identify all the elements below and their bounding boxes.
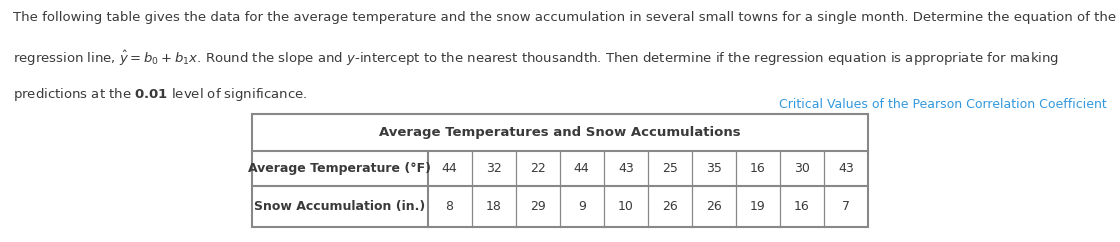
Text: Average Temperatures and Snow Accumulations: Average Temperatures and Snow Accumulati…	[380, 126, 740, 139]
Text: Average Temperature (°F): Average Temperature (°F)	[249, 162, 431, 175]
Text: The following table gives the data for the average temperature and the snow accu: The following table gives the data for t…	[13, 11, 1117, 24]
Text: 26: 26	[662, 200, 678, 213]
Text: 16: 16	[750, 162, 766, 175]
Text: 16: 16	[794, 200, 810, 213]
Text: 30: 30	[794, 162, 810, 175]
Text: 10: 10	[618, 200, 634, 213]
Text: 44: 44	[441, 162, 457, 175]
Text: 26: 26	[706, 200, 721, 213]
FancyBboxPatch shape	[252, 114, 868, 227]
Text: 29: 29	[530, 200, 545, 213]
Text: 43: 43	[618, 162, 634, 175]
Text: Critical Values of the Pearson Correlation Coefficient: Critical Values of the Pearson Correlati…	[778, 98, 1107, 111]
Text: 8: 8	[446, 200, 454, 213]
Text: 9: 9	[578, 200, 586, 213]
Text: 18: 18	[486, 200, 502, 213]
Text: 43: 43	[838, 162, 853, 175]
Text: Snow Accumulation (in.): Snow Accumulation (in.)	[254, 200, 426, 213]
Text: predictions at the $\mathbf{0.01}$ level of significance.: predictions at the $\mathbf{0.01}$ level…	[13, 86, 308, 103]
Text: 19: 19	[750, 200, 766, 213]
Text: 22: 22	[530, 162, 545, 175]
Text: 32: 32	[486, 162, 502, 175]
Text: 35: 35	[706, 162, 721, 175]
Text: regression line, $\hat{y} = b_0 + b_1x$. Round the slope and $y$-intercept to th: regression line, $\hat{y} = b_0 + b_1x$.…	[13, 48, 1060, 68]
Text: 7: 7	[842, 200, 850, 213]
Text: 25: 25	[662, 162, 678, 175]
Text: 44: 44	[573, 162, 589, 175]
